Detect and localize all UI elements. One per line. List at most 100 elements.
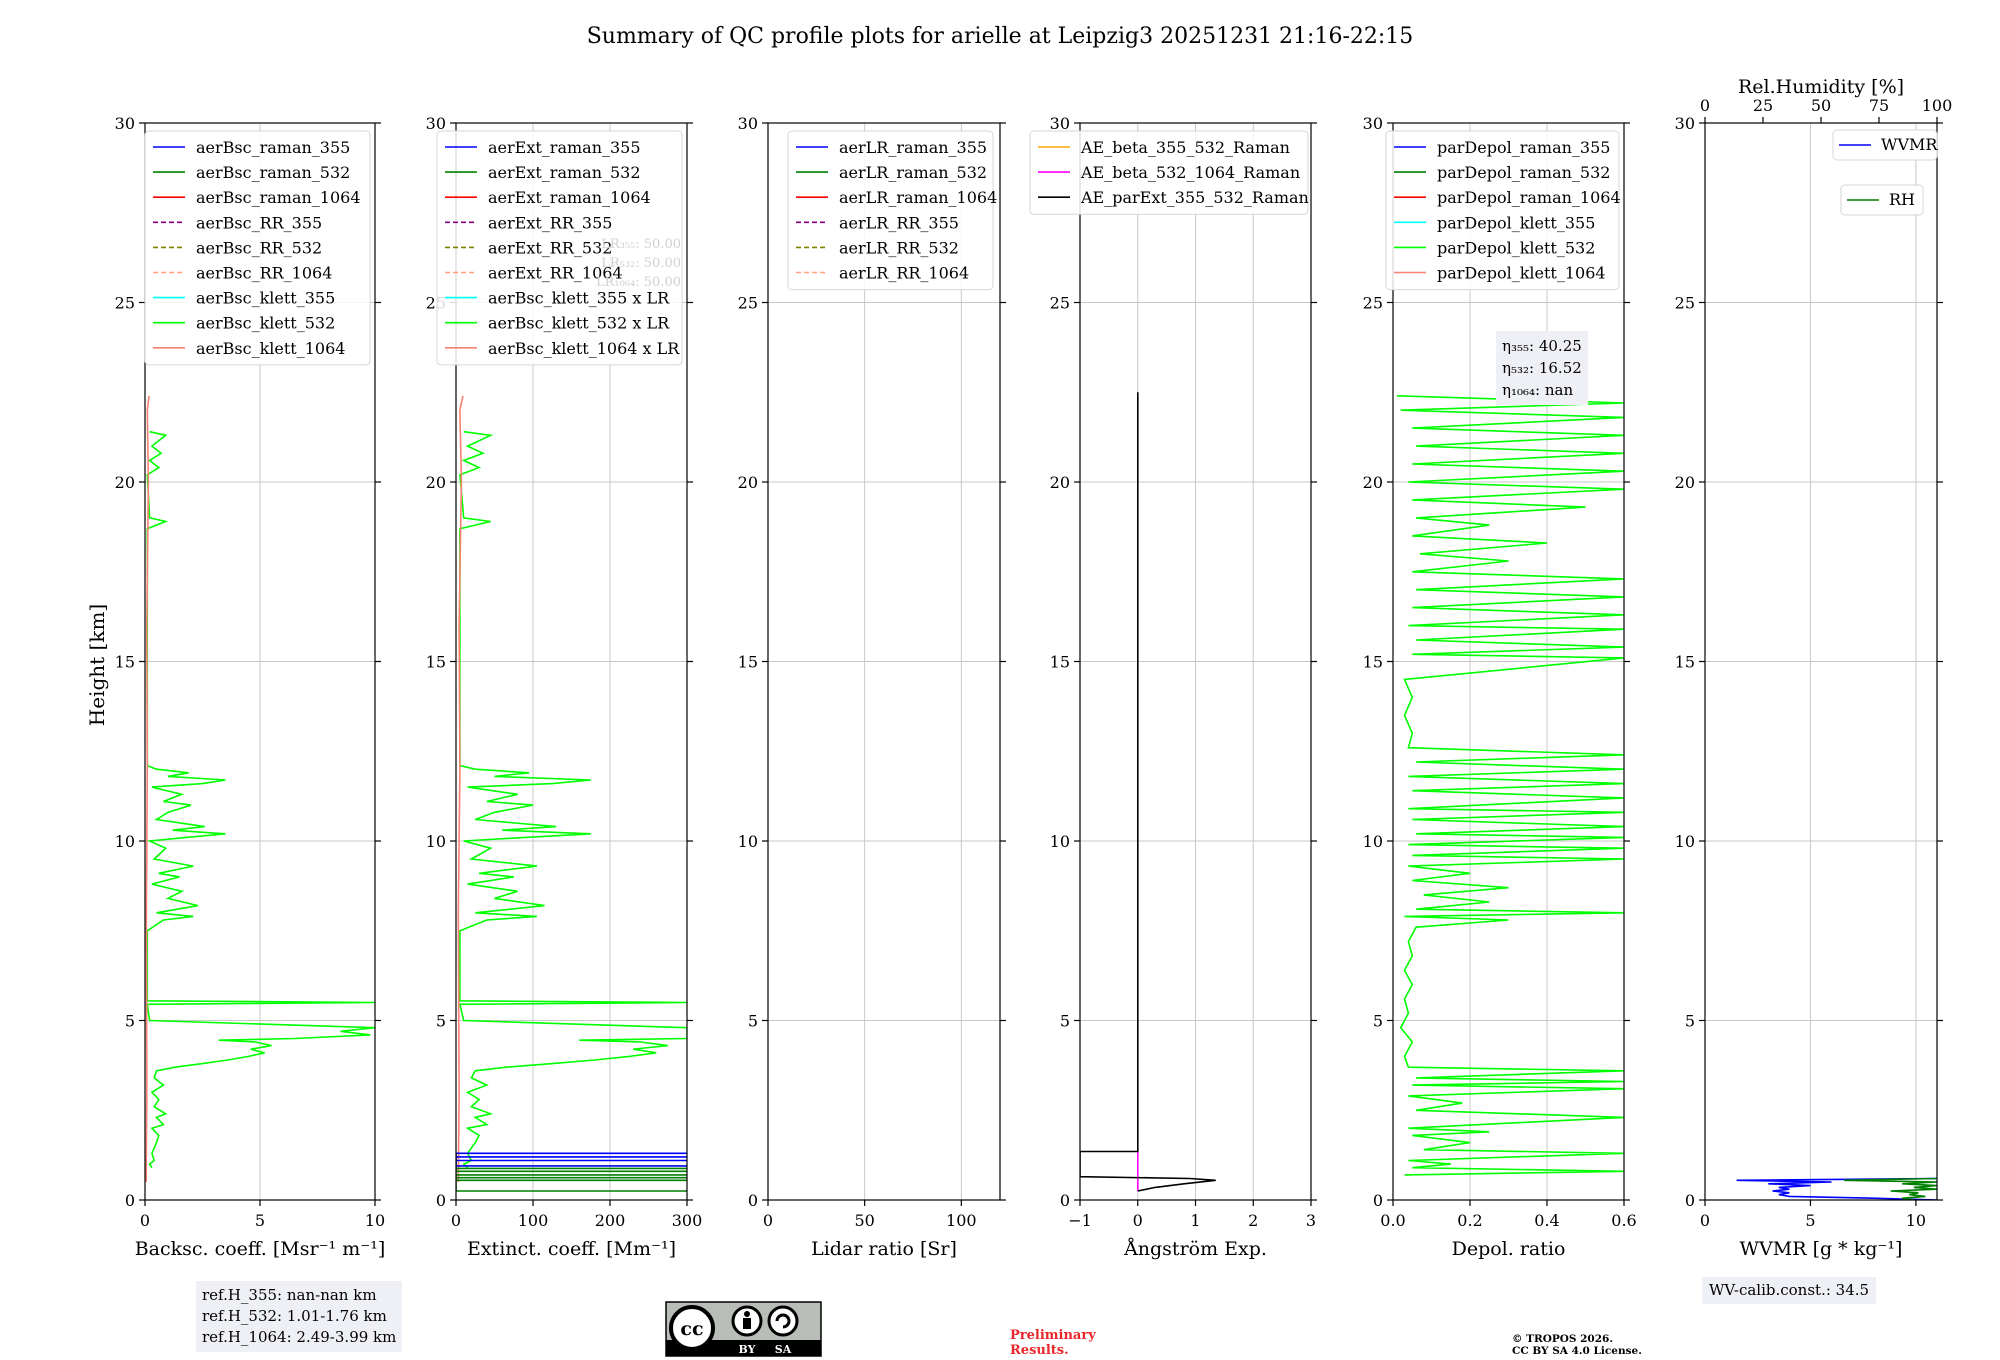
x-axis-label: Depol. ratio [1452,1238,1566,1260]
preliminary-note: Preliminary Results. [1010,1328,1096,1358]
y-tick-label: 20 [426,473,446,492]
legend-label: aerExt_raman_355 [488,138,641,157]
y-tick-label: 30 [1675,114,1695,133]
y-axis-label: Height [km] [85,604,109,726]
y-tick-label: 20 [1675,473,1695,492]
legend: parDepol_raman_355 parDepol_raman_532 parD… [1385,130,1621,291]
legend-label: aerLR_raman_1064 [839,188,997,207]
wv-calibration-box: WV-calib.const.: 34.5 [1702,1277,1877,1304]
legend-label: aerBsc_klett_1064 x LR [488,339,680,358]
y-tick-label: 5 [748,1012,758,1031]
copyright-line-1: © TROPOS 2026. [1512,1333,1614,1345]
cc-license-badge: cc BY SA [665,1301,822,1357]
legend-label: aerBsc_RR_532 [196,238,322,257]
y-tick-label: 10 [1050,832,1070,851]
top-x-tick-label: 75 [1869,96,1889,115]
cc-by-label: BY [739,1343,756,1356]
legend-label: RH [1889,190,1915,209]
y-tick-label: 10 [426,832,446,851]
legend-label: parDepol_raman_1064 [1437,188,1621,207]
series-aerBsc_klett_532 [146,430,375,1169]
legend-label: aerLR_RR_532 [839,238,959,257]
legend-label: aerBsc_klett_355 [196,289,335,308]
x-tick-label: 0 [451,1211,461,1230]
ref-height-532: ref.H_532: 1.01-1.76 km [202,1307,387,1325]
y-tick-label: 30 [115,114,135,133]
y-tick-label: 15 [1363,653,1383,672]
series-aerBsc_klett_1064 [145,395,150,1183]
x-tick-label: 0 [140,1211,150,1230]
y-tick-label: 25 [738,294,758,313]
series-AE_parExt_355_532_Raman [1080,392,1216,1192]
panel-lidar_ratio: 0 50 100 0 5 10 15 20 25 30 Lidar ratio [Sr] aerLR_… [738,114,1006,1260]
x-tick-label: 5 [255,1211,265,1230]
y-tick-label: 30 [1050,114,1070,133]
top-x-tick-label: 0 [1700,96,1710,115]
legend-label: aerLR_raman_355 [839,138,987,157]
legend-label: aerLR_RR_355 [839,213,959,232]
legend: aerExt_raman_355 aerExt_raman_532 aerExt_r… [436,130,683,366]
lr-note: LR₅₃₂: 50.00 [601,256,681,271]
legend-WVMR: WVMR [1832,129,1938,161]
legend: AE_beta_355_532_Raman AE_beta_532_1064_Ra… [1029,130,1309,215]
legend-label: aerExt_raman_532 [488,163,641,182]
x-tick-label: 10 [1906,1211,1926,1230]
y-tick-label: 15 [115,653,135,672]
x-tick-label: 1 [1190,1211,1200,1230]
copyright-note: © TROPOS 2026. CC BY SA 4.0 License. [1512,1333,1642,1357]
series-aerBsc_klett_1064 x LR [457,395,464,1183]
legend-label: aerExt_RR_355 [488,213,612,232]
cc-sa-label: SA [775,1343,792,1356]
cc-icon [669,1305,715,1351]
y-tick-label: 15 [426,653,446,672]
series-WVMR [1736,1177,1937,1200]
legend-label: parDepol_klett_532 [1437,238,1595,257]
legend-RH: RH [1840,184,1924,216]
y-tick-label: 10 [1675,832,1695,851]
legend-label: parDepol_raman_532 [1437,163,1610,182]
y-tick-label: 5 [125,1012,135,1031]
top-x-tick-label: 100 [1922,96,1953,115]
legend-label: WVMR [1881,135,1938,154]
panel-depolarization: 0.0 0.2 0.4 0.6 0 5 10 15 20 25 30 Depol. ratio parD… [1363,114,1637,1260]
panel-backscatter: 0 5 10 0 5 10 15 20 25 30 Backsc. coeff. [Msr⁻¹ m⁻… [115,114,386,1260]
y-tick-label: 0 [1685,1191,1695,1210]
eta-1064: η₁₀₆₄: nan [1502,381,1574,399]
y-tick-label: 0 [1373,1191,1383,1210]
y-tick-label: 0 [125,1191,135,1210]
x-tick-label: 300 [672,1211,703,1230]
series-aerExt_raman_355 [456,1152,687,1167]
x-tick-label: 0.4 [1534,1211,1559,1230]
eta-box: η₃₅₅: 40.25 η₅₃₂: 16.52 η₁₀₆₄: nan [1496,331,1588,405]
y-tick-label: 10 [1363,832,1383,851]
legend-label: aerBsc_RR_1064 [196,264,332,283]
x-tick-label: 2 [1248,1211,1258,1230]
x-axis-label: Ångström Exp. [1123,1238,1267,1260]
top-x-tick-label: 25 [1753,96,1773,115]
x-tick-label: 100 [518,1211,549,1230]
x-tick-label: 0.2 [1457,1211,1482,1230]
x-tick-label: 3 [1306,1211,1316,1230]
top-x-axis-label: Rel.Humidity [%] [1738,76,1904,98]
x-tick-label: 0 [1700,1211,1710,1230]
y-tick-label: 15 [738,653,758,672]
y-tick-label: 25 [1675,294,1695,313]
x-tick-label: 50 [854,1211,874,1230]
legend-label: aerExt_RR_1064 [488,264,623,283]
y-tick-label: 15 [1050,653,1070,672]
x-tick-label: 0 [763,1211,773,1230]
y-tick-label: 0 [1060,1191,1070,1210]
y-tick-label: 30 [738,114,758,133]
x-tick-label: 0.6 [1611,1211,1636,1230]
top-x-tick-label: 50 [1811,96,1831,115]
legend-label: parDepol_raman_355 [1437,138,1610,157]
legend-label: aerExt_RR_532 [488,238,612,257]
wv-calibration-constant: WV-calib.const.: 34.5 [1709,1281,1870,1299]
x-tick-label: 100 [946,1211,977,1230]
x-tick-label: 200 [595,1211,626,1230]
y-tick-label: 20 [1050,473,1070,492]
series-aerBsc_klett_532 x LR [458,430,687,1169]
ref-height-1064: ref.H_1064: 2.49-3.99 km [202,1328,397,1346]
